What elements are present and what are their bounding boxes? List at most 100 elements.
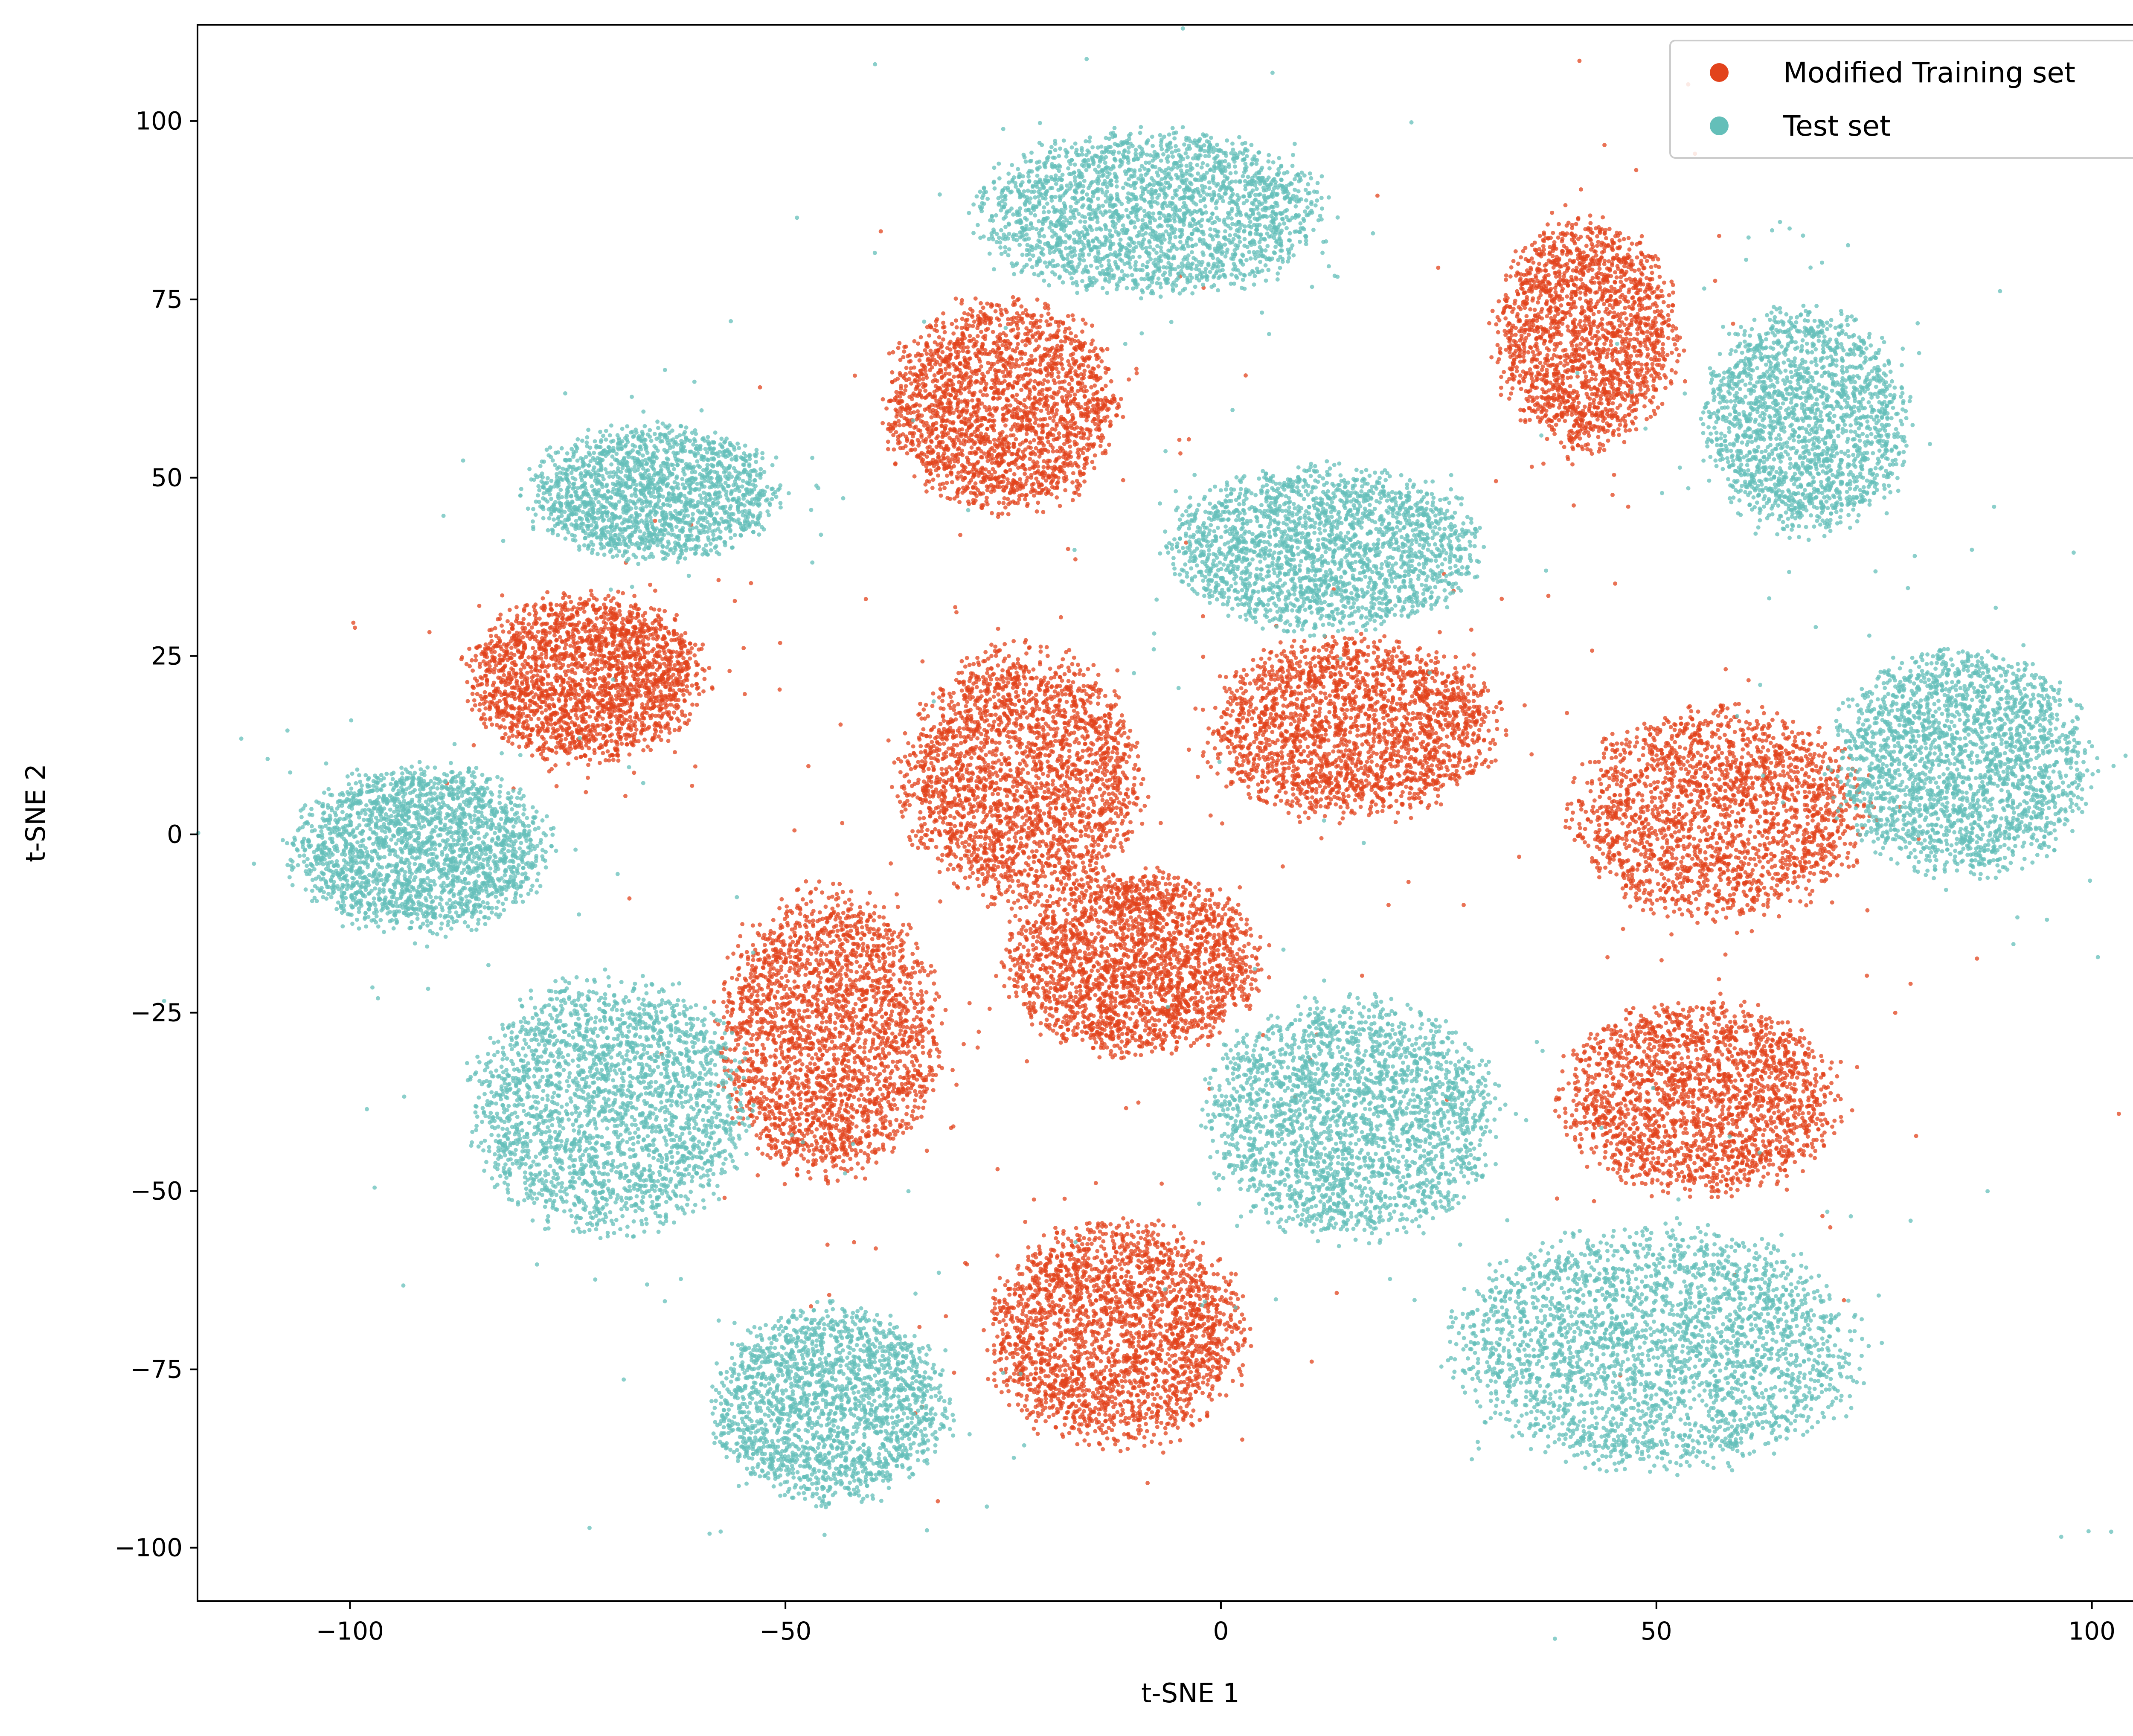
- data-point: [1018, 425, 1023, 429]
- data-point: [564, 695, 568, 699]
- data-point: [635, 715, 639, 720]
- data-point: [972, 462, 977, 467]
- data-point: [539, 656, 543, 661]
- data-point: [538, 705, 543, 710]
- data-point: [617, 654, 622, 658]
- data-point: [616, 648, 621, 652]
- data-point: [975, 433, 979, 438]
- data-point: [1086, 364, 1091, 369]
- data-point: [948, 497, 953, 501]
- data-point: [1101, 398, 1106, 403]
- data-point: [509, 651, 514, 656]
- data-point: [577, 646, 582, 650]
- data-point: [1012, 422, 1017, 427]
- data-point: [636, 677, 641, 682]
- data-point: [1073, 334, 1078, 339]
- data-point: [929, 471, 933, 476]
- data-point: [627, 752, 632, 757]
- data-point: [1016, 465, 1020, 470]
- data-point: [539, 678, 543, 683]
- data-point: [470, 658, 474, 663]
- data-point: [911, 391, 916, 396]
- data-point: [1122, 752, 1127, 757]
- data-point: [943, 388, 948, 393]
- data-point: [1020, 320, 1025, 325]
- data-point: [491, 694, 495, 698]
- data-point: [1070, 762, 1075, 767]
- data-point: [964, 410, 969, 415]
- data-point: [984, 408, 989, 413]
- data-point: [932, 390, 937, 394]
- data-point: [613, 739, 618, 744]
- data-point: [955, 430, 959, 435]
- data-point: [1010, 361, 1014, 366]
- data-point: [1023, 493, 1028, 498]
- data-point: [923, 439, 928, 444]
- data-point: [1029, 354, 1034, 358]
- data-point: [1049, 408, 1054, 413]
- data-point: [1105, 407, 1110, 412]
- data-point: [990, 378, 995, 383]
- data-point: [677, 654, 682, 658]
- data-point: [573, 688, 578, 693]
- data-point: [532, 637, 537, 642]
- data-point: [487, 628, 492, 633]
- data-point: [944, 433, 948, 437]
- data-point: [939, 401, 944, 405]
- data-point: [589, 588, 593, 593]
- data-point: [1016, 448, 1021, 452]
- data-point: [650, 738, 655, 742]
- data-point: [564, 730, 569, 735]
- data-point: [980, 346, 985, 351]
- data-point: [1009, 356, 1014, 361]
- data-point: [1069, 389, 1074, 393]
- data-point: [683, 631, 688, 635]
- data-point: [511, 668, 515, 672]
- data-point: [693, 643, 697, 647]
- data-point: [942, 330, 947, 334]
- data-point: [948, 428, 953, 433]
- data-point: [559, 707, 564, 712]
- data-point: [634, 694, 639, 699]
- data-point: [707, 666, 712, 670]
- data-point: [1037, 436, 1041, 440]
- data-point: [930, 379, 935, 384]
- data-point: [587, 705, 591, 710]
- data-point: [604, 621, 608, 626]
- data-point: [1001, 413, 1005, 417]
- data-point: [1020, 415, 1024, 419]
- data-point: [943, 424, 948, 428]
- data-point: [1004, 484, 1009, 489]
- data-point: [603, 660, 608, 664]
- data-point: [571, 734, 575, 739]
- data-point: [1059, 417, 1064, 422]
- data-point: [1033, 331, 1038, 336]
- data-point: [631, 632, 635, 637]
- data-point: [1056, 323, 1061, 328]
- data-point: [520, 654, 524, 659]
- data-point: [521, 617, 526, 622]
- data-point: [930, 486, 935, 490]
- data-point: [1087, 446, 1091, 451]
- data-point: [934, 319, 939, 323]
- data-point: [1040, 483, 1044, 488]
- data-point: [1090, 396, 1095, 401]
- data-point: [965, 886, 970, 890]
- data-point: [465, 699, 470, 704]
- data-point: [1092, 376, 1097, 381]
- data-point: [613, 658, 618, 663]
- data-point: [894, 430, 898, 434]
- data-point: [965, 700, 969, 704]
- data-point: [639, 681, 644, 686]
- data-point: [1116, 402, 1121, 407]
- data-point: [594, 666, 599, 671]
- data-point: [923, 395, 927, 400]
- data-point: [1040, 472, 1044, 477]
- data-point: [612, 639, 616, 643]
- data-point: [983, 334, 988, 338]
- data-point: [995, 406, 999, 410]
- data-point: [1038, 318, 1043, 323]
- data-point: [1055, 481, 1059, 486]
- data-point: [683, 644, 687, 648]
- data-point: [983, 467, 988, 472]
